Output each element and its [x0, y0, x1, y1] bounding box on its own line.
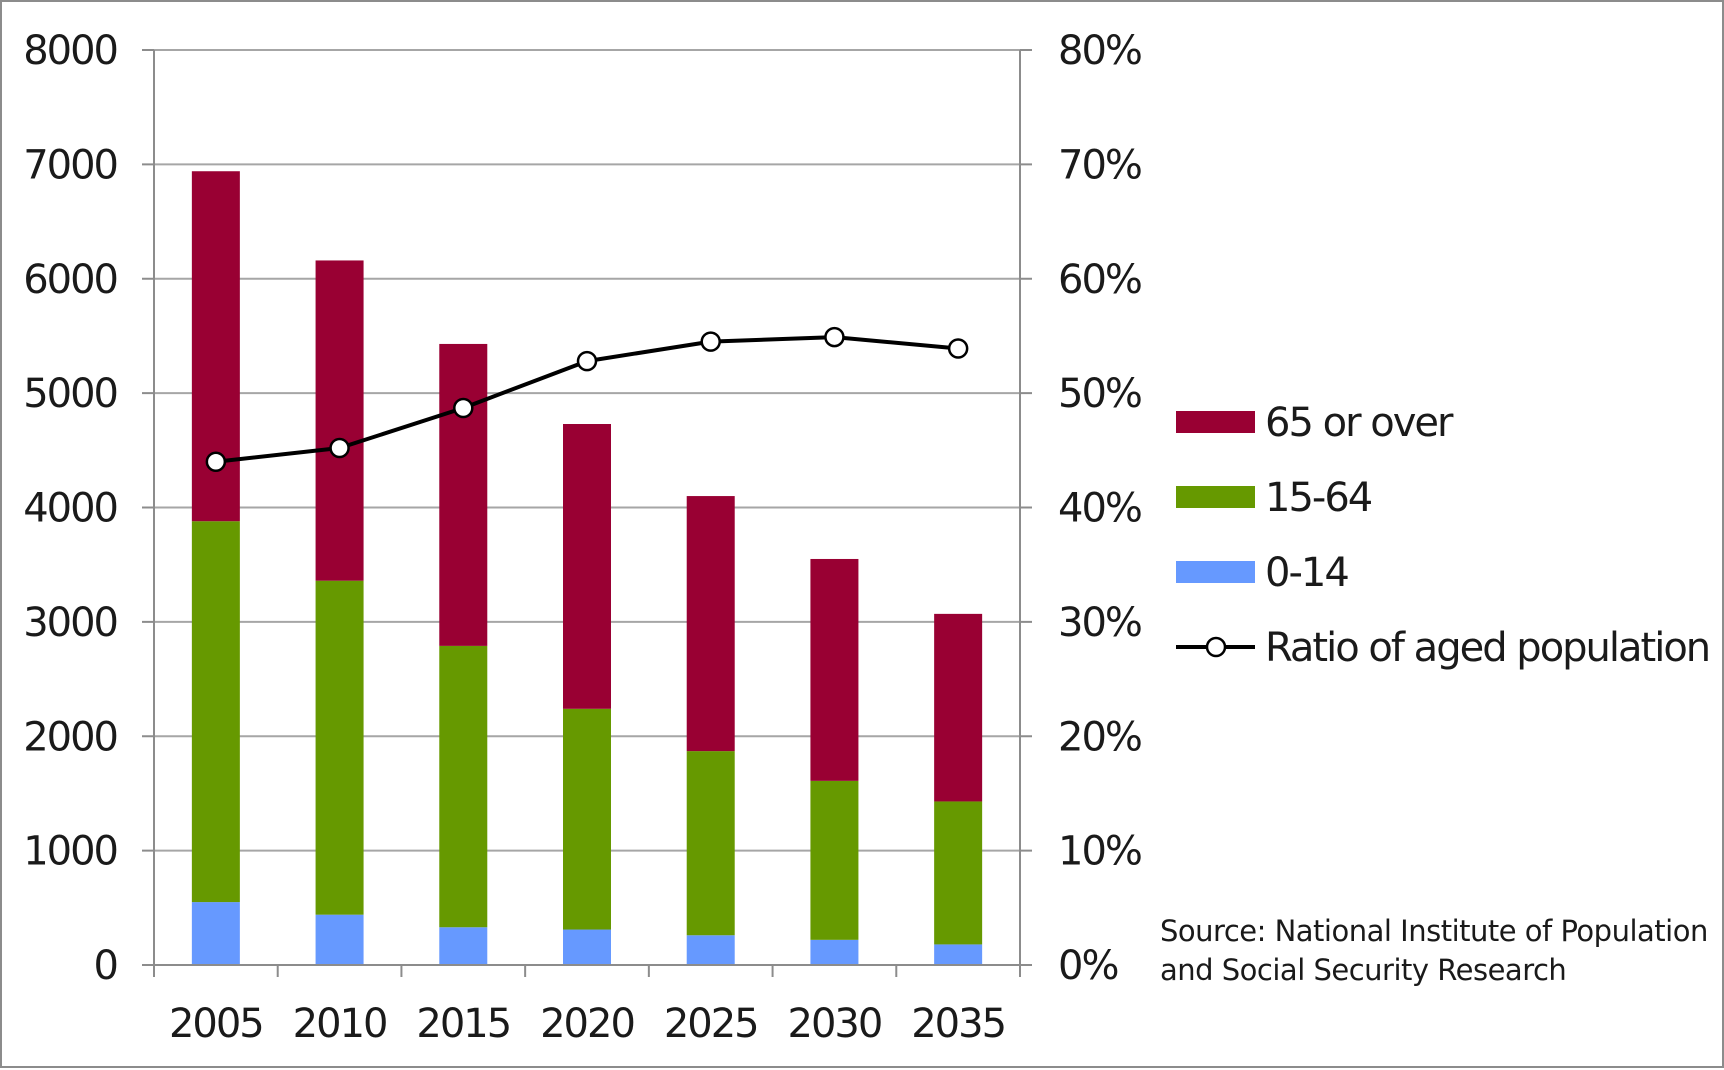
- source-line-2: and Social Security Research: [1160, 953, 1566, 987]
- source-note: Source: National Institute of Population…: [1160, 914, 1708, 987]
- bar-65-or-over-2025: [686, 496, 735, 752]
- bar-15-64-2020: [563, 708, 611, 930]
- legend-swatch-65-or-over: [1176, 411, 1255, 433]
- y-tick-label: 4000: [23, 486, 117, 532]
- legend-label-ratio-of-aged-population: Ratio of aged population: [1265, 625, 1709, 671]
- y2-tick-label: 20%: [1058, 714, 1141, 760]
- y-tick-label: 7000: [23, 142, 117, 188]
- bar-0-14-2030: [810, 939, 859, 965]
- axes: [142, 49, 1032, 977]
- y2-tick-label: 40%: [1058, 486, 1141, 532]
- y-tick-label: 0: [94, 943, 117, 989]
- bar-15-64-2030: [810, 780, 859, 940]
- legend-swatch-0-14: [1176, 561, 1255, 583]
- x-tick-label: 2025: [664, 1001, 758, 1047]
- ratio-point-2010: [329, 437, 350, 459]
- bar-0-14-2035: [934, 944, 983, 965]
- x-tick-label: 2015: [416, 1001, 510, 1047]
- x-tick-label: 2005: [169, 1001, 263, 1047]
- legend-label-65-or-over: 65 or over: [1265, 400, 1454, 446]
- ratio-point-2005: [205, 451, 227, 472]
- stacked-bars: [191, 171, 983, 965]
- y2-tick-label: 60%: [1058, 257, 1141, 303]
- y-tick-label: 3000: [23, 600, 117, 646]
- y-tick-label: 5000: [23, 371, 117, 417]
- bar-0-14-2020: [563, 929, 611, 965]
- bar-65-or-over-2015: [439, 343, 488, 646]
- y2-tick-label: 80%: [1058, 28, 1141, 74]
- y2-tick-label: 10%: [1058, 829, 1141, 875]
- legend-swatch-15-64: [1176, 486, 1255, 508]
- x-tick-label: 2035: [911, 1001, 1005, 1047]
- bar-65-or-over-2030: [810, 558, 859, 781]
- ratio-point-2035: [947, 338, 969, 359]
- ratio-line: [205, 326, 969, 472]
- bar-0-14-2025: [686, 935, 735, 965]
- y-tick-label: 8000: [23, 28, 117, 74]
- ratio-point-2020: [576, 350, 598, 372]
- ratio-point-2030: [824, 326, 845, 348]
- y-tick-label: 2000: [23, 714, 117, 760]
- bar-15-64-2005: [191, 521, 240, 903]
- y2-tick-label: 30%: [1058, 600, 1141, 646]
- legend-label-0-14: 0-14: [1265, 550, 1348, 596]
- bar-15-64-2035: [934, 801, 983, 945]
- x-tick-label: 2010: [293, 1001, 387, 1047]
- y2-tick-label: 50%: [1058, 371, 1141, 417]
- bar-65-or-over-2035: [934, 613, 983, 802]
- bar-15-64-2010: [315, 580, 364, 915]
- bar-0-14-2005: [191, 902, 240, 965]
- bar-65-or-over-2020: [563, 424, 611, 709]
- bar-15-64-2015: [439, 645, 488, 928]
- bar-65-or-over-2010: [315, 260, 364, 581]
- ratio-point-2025: [700, 331, 721, 352]
- bar-15-64-2025: [686, 751, 735, 936]
- y2-tick-label: 0%: [1058, 943, 1117, 989]
- legend-marker: [1205, 636, 1227, 658]
- bar-0-14-2015: [439, 927, 488, 965]
- bar-0-14-2010: [315, 914, 364, 965]
- y-tick-label: 6000: [23, 257, 117, 303]
- tick-labels: 0 1000 2000 3000 4000 5000 6000 7000 8000 0% 10% 20…: [23, 28, 1143, 1047]
- legend: 65 or over 15-64 0-14 Ratio of aged populat…: [1176, 400, 1711, 671]
- source-line-1: Source: National Institute of Population: [1160, 914, 1708, 948]
- x-tick-label: 2020: [540, 1001, 634, 1047]
- x-tick-label: 2030: [788, 1001, 882, 1047]
- ratio-point-2015: [453, 397, 474, 419]
- y2-tick-label: 70%: [1058, 142, 1141, 188]
- legend-label-15-64: 15-64: [1265, 475, 1372, 521]
- y-tick-label: 1000: [23, 829, 117, 875]
